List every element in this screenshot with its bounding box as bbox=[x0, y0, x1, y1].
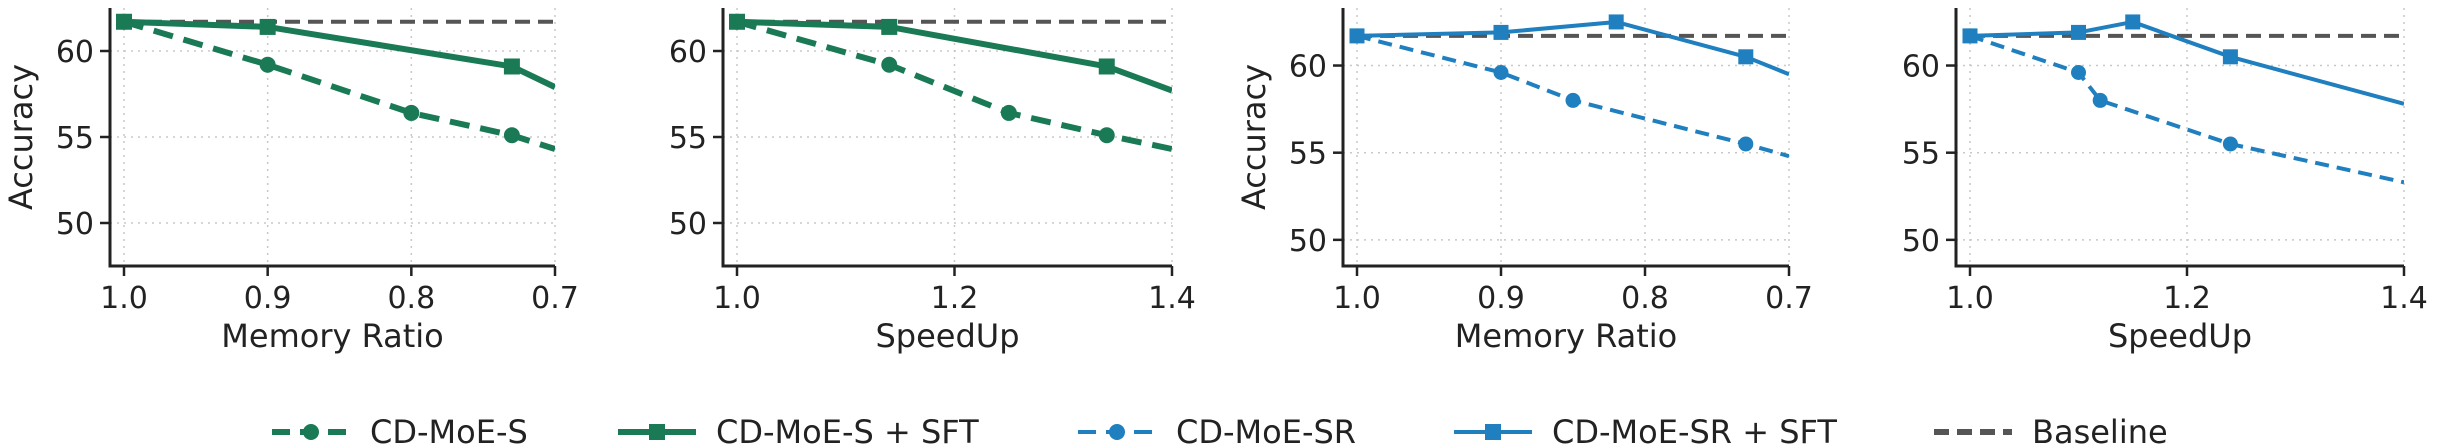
data-point bbox=[1493, 24, 1509, 40]
x-tick-label: 1.0 bbox=[713, 281, 761, 316]
data-point bbox=[403, 104, 420, 121]
x-axis-label: SpeedUp bbox=[875, 317, 1019, 355]
x-tick-label: 0.7 bbox=[1765, 281, 1813, 316]
data-point bbox=[1493, 65, 1509, 80]
data-point bbox=[259, 18, 276, 35]
y-tick-label: 55 bbox=[669, 121, 707, 156]
series-2 bbox=[1962, 14, 2404, 106]
legend-item-3: CD-MoE-SR bbox=[1078, 413, 1356, 448]
x-tick-label: 1.0 bbox=[1946, 281, 1994, 316]
y-tick-label: 50 bbox=[1289, 224, 1327, 259]
x-tick-label: 0.7 bbox=[531, 281, 579, 316]
data-point bbox=[116, 13, 132, 30]
data-point bbox=[1098, 58, 1115, 75]
x-axis-label: Memory Ratio bbox=[221, 317, 443, 355]
series-1 bbox=[729, 13, 1172, 152]
data-point bbox=[2092, 92, 2108, 108]
legend-label: CD-MoE-S bbox=[370, 413, 528, 448]
y-axis-label: Accuracy bbox=[1235, 64, 1273, 210]
data-point bbox=[1608, 14, 1624, 30]
legend-label: CD-MoE-SR + SFT bbox=[1552, 413, 1837, 448]
x-tick-label: 1.0 bbox=[100, 281, 148, 316]
chart-panel-2: 50 55 60 1.0 1.2 1.4 SpeedUp bbox=[669, 8, 1196, 355]
legend-label: Baseline bbox=[2032, 413, 2168, 448]
data-point bbox=[1738, 136, 1754, 152]
data-point bbox=[729, 13, 745, 30]
series-line bbox=[736, 18, 1172, 94]
x-axis-label: SpeedUp bbox=[2108, 317, 2252, 355]
legend-label: CD-MoE-S + SFT bbox=[716, 413, 979, 448]
y-tick-label: 55 bbox=[1289, 137, 1327, 172]
chart-panel-1: 50 55 60 1.0 0.9 0.8 0.7 Memory Ratio Accuracy bbox=[2, 8, 579, 355]
series-2 bbox=[116, 13, 555, 90]
legend-item-1: CD-MoE-S bbox=[272, 413, 528, 448]
x-tick-label: 0.9 bbox=[244, 281, 292, 316]
legend: CD-MoE-S CD-MoE-S + SFT CD-MoE-SR CD-MoE-SR… bbox=[272, 413, 2168, 448]
data-point bbox=[2071, 24, 2086, 40]
x-tick-label: 0.8 bbox=[387, 281, 435, 316]
legend-marker bbox=[303, 424, 319, 440]
x-tick-label: 0.9 bbox=[1477, 281, 1525, 316]
y-tick-label: 60 bbox=[669, 35, 707, 70]
series-line bbox=[123, 18, 555, 152]
chart-panel-3: 50 55 60 1.0 0.9 0.8 0.7 Memory Ratio Accuracy bbox=[1235, 8, 1813, 355]
x-tick-label: 1.2 bbox=[2163, 281, 2211, 316]
y-tick-label: 55 bbox=[1902, 137, 1940, 172]
data-point bbox=[503, 127, 520, 144]
y-axis-label: Accuracy bbox=[2, 64, 40, 210]
series-1 bbox=[116, 13, 555, 152]
data-point bbox=[1098, 127, 1115, 144]
data-point bbox=[2125, 14, 2141, 30]
x-tick-label: 1.4 bbox=[1148, 281, 1196, 316]
data-point bbox=[1349, 28, 1365, 44]
x-tick-label: 1.0 bbox=[1333, 281, 1381, 316]
data-point bbox=[2222, 136, 2238, 152]
data-point bbox=[2222, 49, 2238, 65]
data-point bbox=[259, 56, 276, 73]
y-tick-label: 60 bbox=[1902, 50, 1940, 85]
chart-panel-4: 50 55 60 1.0 1.2 1.4 SpeedUp bbox=[1902, 8, 2428, 355]
data-point bbox=[503, 58, 520, 75]
legend-marker bbox=[649, 424, 665, 440]
series-1 bbox=[1349, 28, 1789, 159]
series-line bbox=[1969, 33, 2404, 185]
series-2 bbox=[1349, 14, 1789, 77]
series-1 bbox=[1962, 28, 2404, 185]
y-tick-label: 50 bbox=[56, 207, 94, 242]
data-point bbox=[2071, 65, 2086, 80]
data-point bbox=[1565, 92, 1581, 108]
x-tick-label: 1.4 bbox=[2380, 281, 2428, 316]
y-tick-label: 60 bbox=[1289, 50, 1327, 85]
legend-item-5: Baseline bbox=[1934, 413, 2168, 448]
y-tick-label: 60 bbox=[56, 35, 94, 70]
legend-label: CD-MoE-SR bbox=[1176, 413, 1356, 448]
data-point bbox=[1000, 104, 1017, 121]
legend-marker bbox=[1485, 424, 1501, 440]
series-2 bbox=[729, 13, 1172, 94]
data-point bbox=[1962, 28, 1978, 44]
legend-marker bbox=[1109, 424, 1125, 440]
data-point bbox=[1738, 49, 1754, 65]
y-tick-label: 50 bbox=[1902, 224, 1940, 259]
x-tick-label: 0.8 bbox=[1621, 281, 1669, 316]
y-tick-label: 50 bbox=[669, 207, 707, 242]
series-line bbox=[1356, 19, 1789, 77]
legend-item-2: CD-MoE-S + SFT bbox=[618, 413, 979, 448]
data-point bbox=[881, 56, 898, 73]
legend-item-4: CD-MoE-SR + SFT bbox=[1454, 413, 1837, 448]
data-point bbox=[881, 18, 898, 35]
y-tick-label: 55 bbox=[56, 121, 94, 156]
series-line bbox=[123, 18, 555, 90]
x-axis-label: Memory Ratio bbox=[1455, 317, 1677, 355]
x-tick-label: 1.2 bbox=[931, 281, 979, 316]
